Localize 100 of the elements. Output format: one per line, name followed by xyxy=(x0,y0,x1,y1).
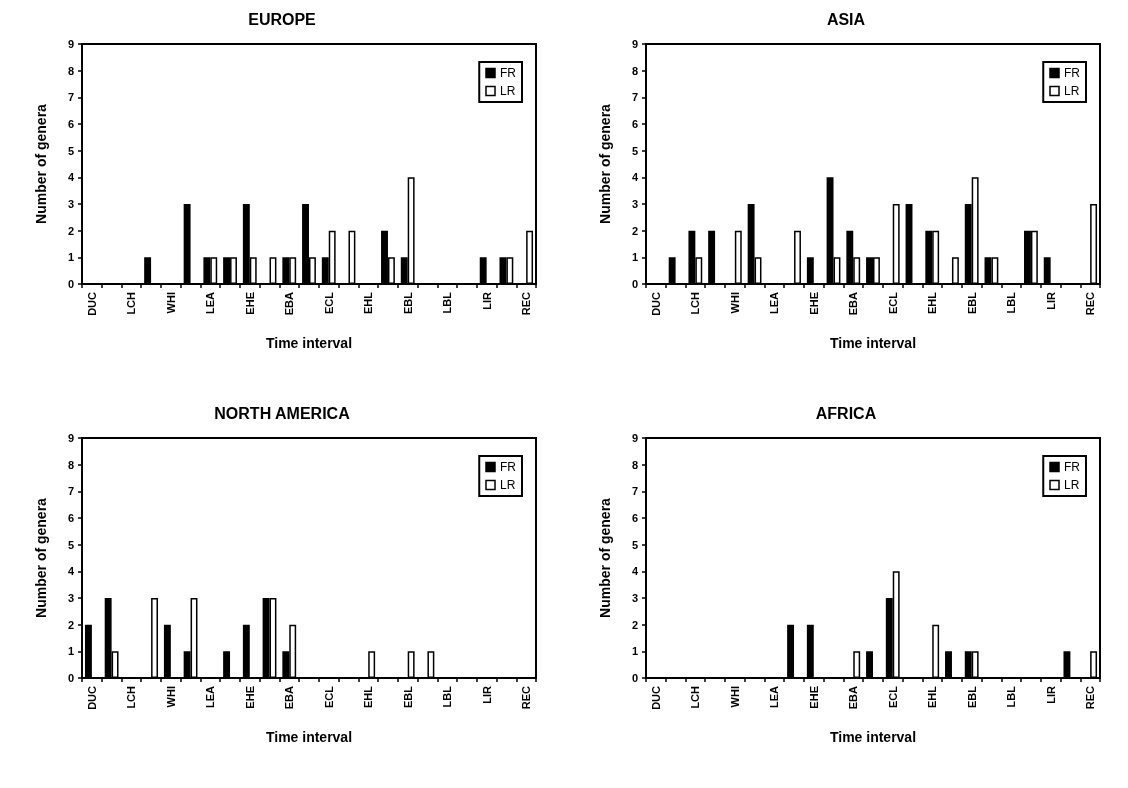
y-tick-label: 2 xyxy=(67,618,74,631)
x-tick-label: LIR xyxy=(1044,291,1057,310)
x-tick-label: LEA xyxy=(768,291,781,314)
bar xyxy=(407,651,415,678)
x-tick-label: EBL xyxy=(401,291,414,314)
x-tick-label: EBA xyxy=(283,685,296,710)
x-axis-title: Time interval xyxy=(829,729,917,745)
bar xyxy=(892,204,900,284)
y-tick-label: 3 xyxy=(67,592,74,604)
x-tick-label: LIR xyxy=(480,291,493,310)
chart-title: ASIA xyxy=(826,10,866,28)
x-tick-label: EHE xyxy=(807,686,820,709)
x-tick-label: LCH xyxy=(125,291,138,315)
bar xyxy=(866,651,873,678)
chart-title: AFRICA xyxy=(815,404,877,422)
x-tick-label: WHI xyxy=(728,686,741,708)
bar xyxy=(427,651,435,678)
y-tick-label: 6 xyxy=(67,118,74,130)
y-tick-label: 7 xyxy=(67,485,74,498)
legend-label: LR xyxy=(500,478,516,492)
y-tick-label: 4 xyxy=(67,565,75,578)
y-tick-label: 8 xyxy=(631,64,638,77)
y-tick-label: 8 xyxy=(67,64,74,77)
x-tick-label: EHL xyxy=(362,685,375,708)
y-tick-label: 2 xyxy=(67,224,74,237)
x-axis-title: Time interval xyxy=(265,335,353,351)
y-tick-label: 9 xyxy=(67,38,74,50)
y-tick-label: 8 xyxy=(631,458,638,471)
x-tick-label: EHL xyxy=(362,291,375,314)
y-tick-label: 4 xyxy=(631,565,639,578)
bar xyxy=(144,257,152,284)
chart-title: EUROPE xyxy=(248,10,317,28)
chart-title: NORTH AMERICA xyxy=(214,404,351,422)
y-tick-label: 0 xyxy=(631,278,638,290)
legend-label: FR xyxy=(500,460,517,474)
x-tick-label: DUC xyxy=(649,685,662,710)
legend-label: LR xyxy=(1064,84,1080,98)
x-tick-label: REC xyxy=(1084,291,1097,316)
x-tick-label: EHE xyxy=(807,292,820,315)
bar xyxy=(84,624,92,678)
y-tick-label: 5 xyxy=(631,538,638,551)
bar xyxy=(853,651,861,678)
x-tick-label: EBA xyxy=(847,685,860,710)
y-tick-label: 0 xyxy=(631,672,638,684)
bar xyxy=(242,624,250,678)
y-tick-label: 1 xyxy=(631,251,638,264)
y-tick-label: 4 xyxy=(67,171,75,184)
y-axis-title: Number of genera xyxy=(597,103,613,224)
y-tick-label: 2 xyxy=(631,618,638,631)
x-tick-label: LBL xyxy=(1005,685,1018,708)
bar xyxy=(708,230,716,284)
y-tick-label: 5 xyxy=(631,144,638,157)
x-tick-label: LIR xyxy=(1044,685,1057,704)
bar xyxy=(734,230,742,284)
x-tick-label: EHE xyxy=(243,686,256,709)
legend-label: FR xyxy=(1064,66,1081,80)
x-tick-label: LBL xyxy=(1005,291,1018,314)
x-tick-label: EHL xyxy=(926,291,939,314)
x-tick-label: EBA xyxy=(283,291,296,316)
x-tick-label: ECL xyxy=(886,685,899,708)
y-tick-label: 9 xyxy=(631,432,638,444)
x-tick-label: ECL xyxy=(322,685,335,708)
bar xyxy=(945,651,952,678)
y-tick-label: 1 xyxy=(67,645,74,658)
bar xyxy=(806,257,814,284)
x-tick-label: LEA xyxy=(204,685,217,708)
x-tick-label: EHE xyxy=(243,292,256,315)
bar xyxy=(932,624,940,678)
y-tick-label: 7 xyxy=(67,91,74,104)
x-tick-label: LBL xyxy=(441,685,454,708)
x-axis-title: Time interval xyxy=(829,335,917,351)
bar xyxy=(1063,651,1071,678)
y-tick-label: 6 xyxy=(631,512,638,524)
x-tick-label: WHI xyxy=(164,292,177,314)
x-tick-label: DUC xyxy=(649,291,662,316)
x-axis-title: Time interval xyxy=(265,729,353,745)
y-tick-label: 3 xyxy=(631,198,638,210)
x-tick-label: LEA xyxy=(204,291,217,314)
x-tick-label: DUC xyxy=(85,685,98,710)
y-tick-label: 3 xyxy=(67,198,74,210)
y-tick-label: 6 xyxy=(631,118,638,130)
bar xyxy=(479,257,487,284)
legend-label: FR xyxy=(1064,460,1081,474)
x-tick-label: DUC xyxy=(85,291,98,316)
x-tick-label: LCH xyxy=(689,291,702,315)
bar xyxy=(151,598,158,678)
x-tick-label: LCH xyxy=(125,685,138,709)
bar xyxy=(806,624,814,678)
x-tick-label: LEA xyxy=(768,685,781,708)
y-tick-label: 0 xyxy=(67,278,74,290)
x-tick-label: EBA xyxy=(847,291,860,316)
y-axis-title: Number of genera xyxy=(33,497,49,618)
legend-label: FR xyxy=(500,66,517,80)
y-tick-label: 3 xyxy=(631,592,638,604)
x-tick-label: LBL xyxy=(441,291,454,314)
y-tick-label: 9 xyxy=(67,432,74,444)
bar xyxy=(368,651,376,678)
y-tick-label: 7 xyxy=(631,485,638,498)
y-tick-label: 6 xyxy=(67,512,74,524)
y-tick-label: 4 xyxy=(631,171,639,184)
